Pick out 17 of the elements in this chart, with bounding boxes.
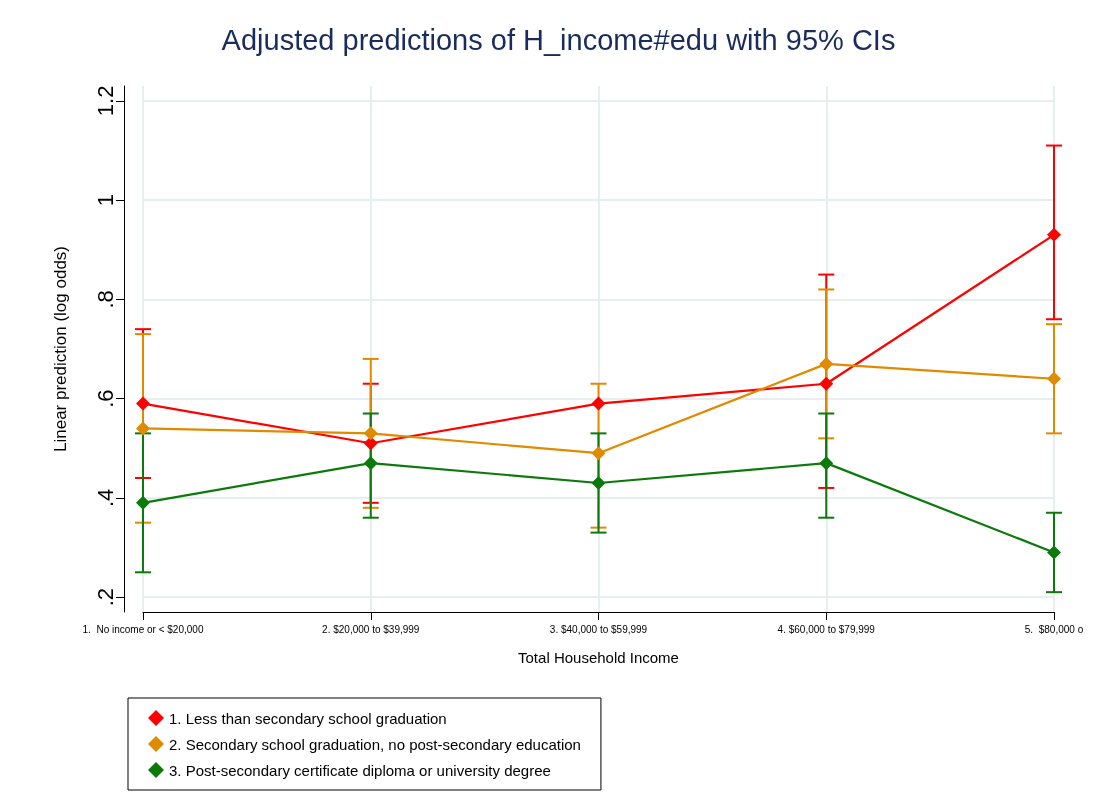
x-tick-label: 4. $60,000 to $79,999 bbox=[777, 623, 876, 635]
x-axis-title: Total Household Income bbox=[518, 649, 679, 666]
chart-title: Adjusted predictions of H_income#edu with 95% CIs bbox=[221, 23, 896, 56]
x-tick-label: 1. No income or < $20,000 bbox=[82, 623, 204, 635]
x-tick-label: 3. $40,000 to $59,999 bbox=[549, 623, 648, 635]
y-tick-label: .2 bbox=[92, 587, 118, 607]
x-tick-label: 2. $20,000 to $39,999 bbox=[322, 623, 420, 635]
y-axis-title: Linear prediction (log odds) bbox=[51, 245, 70, 453]
legend-label: 2. Secondary school graduation, no post-secondary education bbox=[169, 735, 581, 753]
legend-label: 1. Less than secondary school graduation bbox=[169, 709, 447, 727]
y-tick-label: 1 bbox=[92, 194, 118, 207]
y-tick-label: .4 bbox=[92, 488, 118, 508]
x-tick-label: 5. $80,000 o bbox=[1024, 623, 1084, 635]
y-tick-label: .8 bbox=[92, 290, 118, 309]
legend-label: 3. Post-secondary certificate diploma or university degree bbox=[169, 761, 551, 779]
y-tick-label: .6 bbox=[92, 389, 118, 408]
y-tick-label: 1.2 bbox=[92, 85, 118, 117]
